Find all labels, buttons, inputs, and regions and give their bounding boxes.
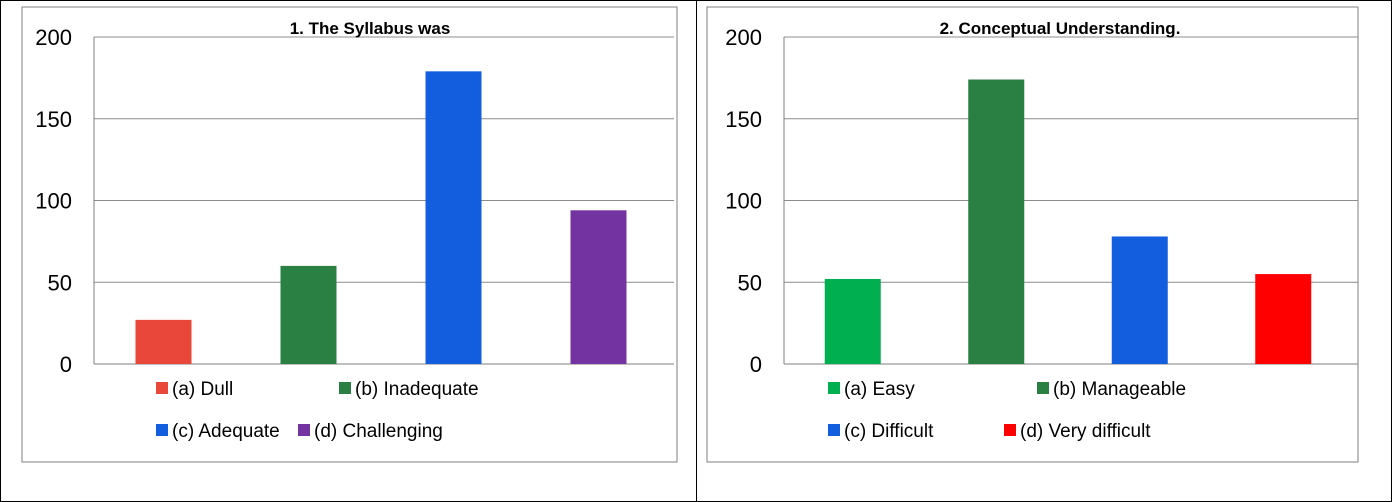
chart-title: 1. The Syllabus was: [290, 19, 451, 38]
legend-label: (a) Dull: [172, 379, 233, 400]
bar-1: [824, 278, 881, 364]
y-tick-label: 150: [35, 107, 72, 132]
legend-swatch: [1004, 424, 1016, 436]
y-tick-label: 0: [60, 352, 72, 377]
chart-title: 2. Conceptual Understanding.: [940, 19, 1181, 38]
bar-4: [1255, 274, 1312, 364]
bar-1: [135, 319, 192, 364]
bar-2: [968, 79, 1025, 364]
legend-swatch: [298, 424, 310, 436]
chart-conceptual-understanding: 0 50 100 150 200 2. Conceptual Understanding.…: [706, 6, 1359, 463]
legend-swatch: [828, 424, 840, 436]
y-tick-label: 200: [725, 25, 762, 50]
bar-2: [280, 265, 337, 364]
legend-label: (c) Difficult: [844, 421, 934, 442]
legend-swatch: [828, 382, 840, 394]
bar-4: [570, 210, 627, 364]
y-tick-label: 0: [750, 352, 762, 377]
legend-label: (b) Inadequate: [355, 379, 479, 400]
y-tick-label: 200: [35, 25, 72, 50]
y-tick-label: 150: [725, 107, 762, 132]
y-tick-label: 100: [725, 189, 762, 214]
legend-label: (b) Manageable: [1053, 379, 1186, 400]
legend-swatch: [156, 382, 168, 394]
chart-frame: [706, 6, 1359, 463]
legend-label: (d) Very difficult: [1020, 421, 1151, 442]
bar-3: [1111, 236, 1168, 364]
legend-swatch: [156, 424, 168, 436]
bar-3: [425, 71, 482, 365]
legend-label: (c) Adequate: [172, 421, 280, 442]
legend-label: (a) Easy: [844, 379, 915, 400]
chart-syllabus: 0 50 100 150 200 1. The Syllabus was (a) Dull (…: [21, 6, 678, 463]
legend-swatch: [339, 382, 351, 394]
legend-swatch: [1037, 382, 1049, 394]
y-tick-label: 50: [738, 270, 762, 295]
y-tick-label: 100: [35, 189, 72, 214]
y-tick-label: 50: [48, 270, 72, 295]
legend-label: (d) Challenging: [314, 421, 443, 442]
